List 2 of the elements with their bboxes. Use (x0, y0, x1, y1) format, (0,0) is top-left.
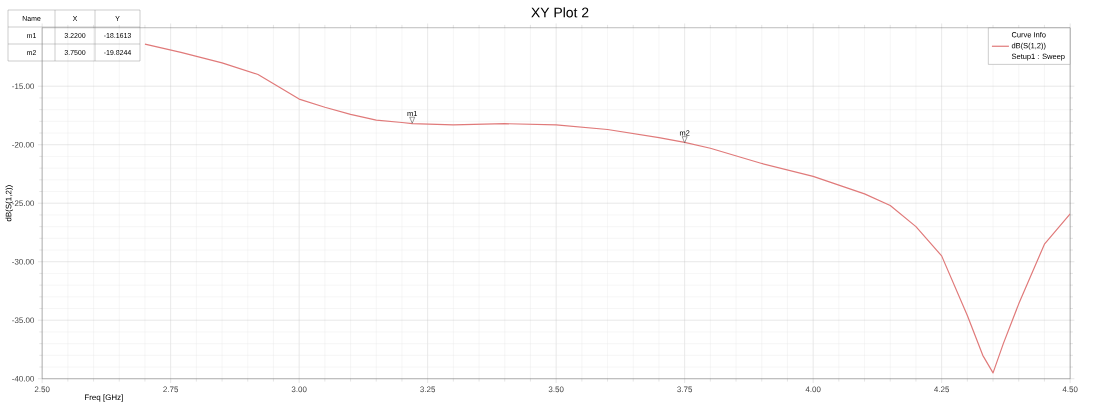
chart-title: XY Plot 2 (531, 7, 589, 18)
line-series (144, 43, 1071, 374)
